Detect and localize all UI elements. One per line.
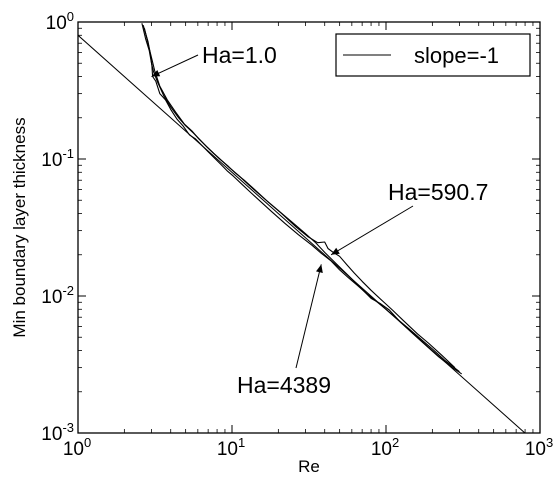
x-axis-label: Re (298, 457, 320, 476)
y-tick-base: 10 (41, 150, 62, 171)
y-tick-exponent: 0 (67, 9, 74, 24)
series-line-3 (143, 28, 463, 375)
legend-label-slope: slope=-1 (414, 43, 499, 68)
x-tick-exponent: 3 (546, 435, 553, 450)
y-tick-exponent: -2 (62, 283, 74, 298)
x-tick-base: 10 (525, 439, 546, 460)
y-tick-label: 10-3 (41, 420, 74, 445)
series-line-slope (78, 34, 526, 433)
y-tick-label: 10-2 (41, 283, 74, 308)
annotation-label: Ha=4389 (237, 372, 331, 398)
annotation-arrow (330, 205, 414, 256)
annotation-arrow (151, 54, 199, 77)
annotation-arrow (295, 264, 322, 369)
x-tick-base: 10 (217, 439, 238, 460)
x-tick-base: 10 (371, 439, 392, 460)
x-tick-exponent: 2 (392, 435, 399, 450)
x-tick-base: 10 (63, 439, 84, 460)
x-tick-label: 100 (63, 435, 91, 460)
x-tick-label: 103 (525, 435, 553, 460)
y-tick-base: 10 (41, 424, 62, 445)
x-tick-exponent: 0 (84, 435, 91, 450)
series-layer (78, 23, 526, 433)
series-line-1 (142, 24, 460, 373)
legend: slope=-1 (335, 33, 531, 77)
annotation-label: Ha=1.0 (202, 42, 277, 68)
annotation-arrowhead (331, 247, 340, 255)
y-tick-exponent: -1 (62, 146, 74, 161)
annotation-layer: Ha=1.0 Ha=590.7 Ha=4389 (151, 42, 488, 398)
plot-frame (77, 21, 541, 434)
annotation-label: Ha=590.7 (388, 179, 488, 205)
y-tick-exponent: -3 (62, 420, 74, 435)
y-tick-base: 10 (46, 13, 67, 34)
annotation-arrowhead (151, 70, 161, 77)
annotation-arrowhead (316, 264, 323, 273)
x-tick-exponent: 1 (238, 435, 245, 450)
y-tick-label: 100 (46, 9, 74, 34)
y-axis-label: Min boundary layer thickness (10, 117, 29, 337)
y-tick-label: 10-1 (41, 146, 74, 171)
y-tick-base: 10 (41, 287, 62, 308)
x-tick-label: 101 (217, 435, 245, 460)
x-tick-label: 102 (371, 435, 399, 460)
